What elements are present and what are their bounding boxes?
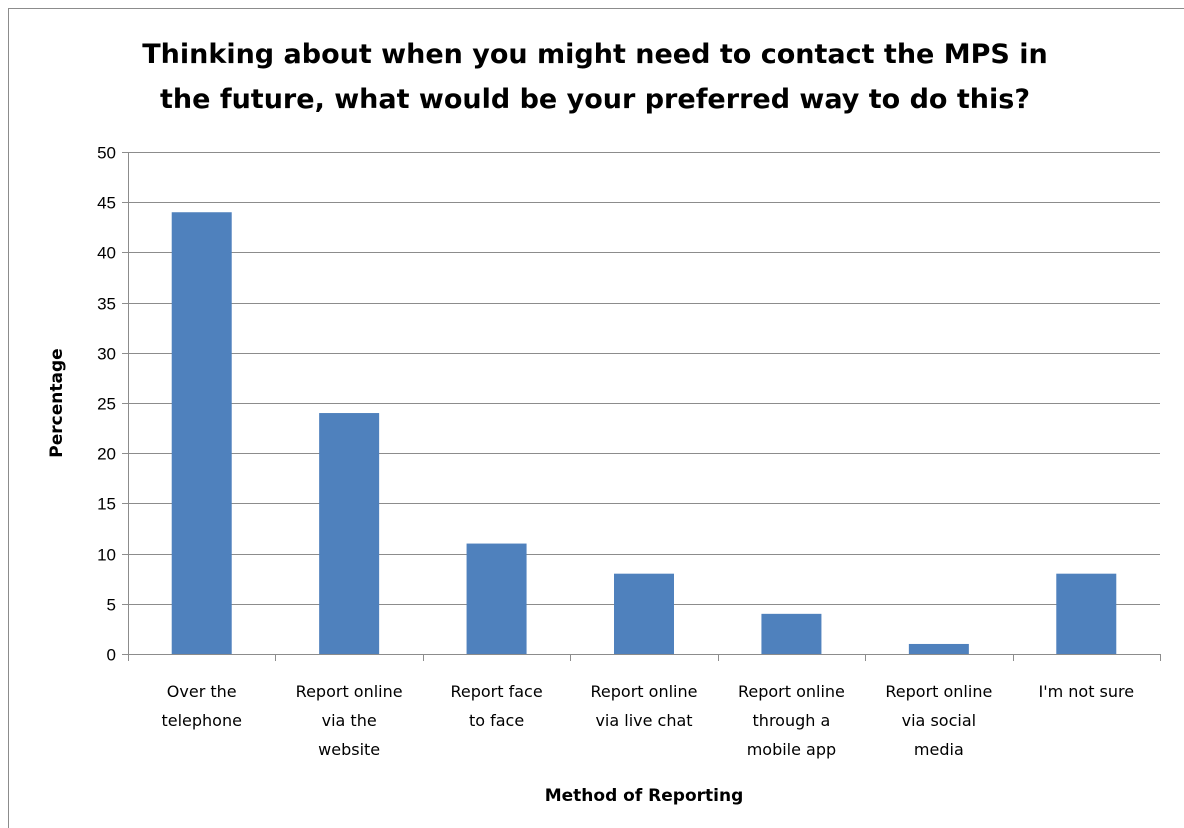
x-tick-label-line: mobile app (747, 740, 836, 759)
axes (128, 152, 1161, 661)
bar (171, 212, 232, 655)
x-tick-label-line: Report online (738, 682, 845, 701)
x-tick-label: Report face to face (450, 682, 542, 730)
chart-title: Thinking about when you might need to co… (130, 32, 1060, 122)
x-tick-label: Report online through a mobile app (738, 682, 845, 759)
x-tick-label-line: Report online (591, 682, 698, 701)
y-axis-title: Percentage (47, 348, 67, 457)
x-tick-label-line: via live chat (595, 711, 692, 730)
x-tick-label-line: Report online (296, 682, 403, 701)
x-tick-label-line: Over the (167, 682, 237, 701)
chart-title-line-2: the future, what would be your preferred… (160, 84, 1030, 115)
bars (171, 212, 1117, 655)
x-tick-label-line: to face (469, 711, 524, 730)
bar (466, 543, 527, 654)
y-tick-label: 50 (97, 144, 116, 163)
bar (908, 643, 969, 654)
y-tick-label: 40 (97, 244, 116, 263)
x-tick-label: Report online via social media (885, 682, 992, 759)
x-tick-label: Report online via live chat (591, 682, 698, 730)
y-tick-label: 15 (97, 495, 116, 514)
y-tick-label: 45 (97, 194, 116, 213)
y-tick-label: 5 (107, 596, 116, 615)
x-axis-title: Method of Reporting (545, 786, 744, 806)
x-tick-label: Report online via the website (296, 682, 403, 759)
x-tick-label-line: via the (322, 711, 377, 730)
x-tick-label-line: through a (753, 711, 831, 730)
bar (1056, 573, 1117, 654)
bar (614, 573, 674, 654)
x-tick-label-line: via social (902, 711, 976, 730)
bar (761, 613, 822, 654)
x-tick-label-line: website (318, 740, 380, 759)
x-tick-label-line: telephone (161, 711, 241, 730)
y-tick-label: 30 (97, 345, 116, 364)
x-tick-label-line: Report online (885, 682, 992, 701)
chart-title-line-1: Thinking about when you might need to co… (142, 39, 1048, 70)
bar (319, 413, 380, 654)
y-tick-label: 10 (97, 546, 116, 565)
x-tick-label: Over the telephone (161, 682, 241, 730)
x-tick-label-line: media (914, 740, 964, 759)
y-tick-label: 20 (97, 445, 116, 464)
y-tick-label: 35 (97, 295, 116, 314)
x-tick-label-line: Report face (450, 682, 542, 701)
y-tick-labels: 0 5 10 15 20 25 30 35 40 45 50 (97, 144, 116, 665)
x-tick-labels: Over the telephone Report online via the web… (161, 682, 1134, 759)
y-tick-label: 25 (97, 395, 116, 414)
y-tick-label: 0 (107, 646, 116, 665)
x-tick-label-line: I'm not sure (1038, 682, 1134, 701)
x-tick-label: I'm not sure (1038, 682, 1134, 701)
